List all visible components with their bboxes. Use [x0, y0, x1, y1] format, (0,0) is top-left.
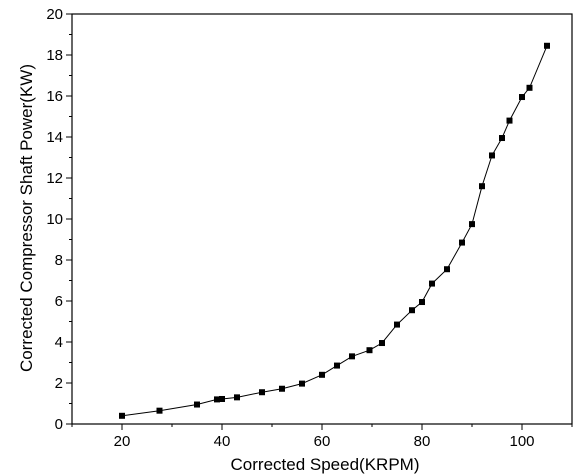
x-tick-label: 60 — [314, 433, 331, 450]
data-point — [349, 353, 355, 360]
data-point — [219, 395, 225, 402]
data-point — [526, 84, 533, 91]
data-point — [459, 239, 465, 246]
data-point — [506, 117, 513, 124]
data-point — [156, 407, 163, 414]
y-tick-label: 18 — [46, 47, 63, 64]
data-point — [409, 307, 415, 314]
y-tick-label: 0 — [55, 416, 63, 433]
x-tick-label: 20 — [114, 433, 131, 450]
data-point — [319, 371, 325, 378]
y-tick-label: 14 — [46, 129, 63, 146]
data-point — [519, 94, 525, 101]
series — [119, 42, 550, 419]
y-tick-label: 16 — [46, 88, 63, 105]
x-tick-label: 40 — [214, 433, 231, 450]
data-point — [194, 401, 200, 408]
y-tick-label: 4 — [55, 334, 63, 351]
data-point — [379, 340, 385, 347]
y-tick-label: 10 — [46, 211, 63, 228]
data-point — [259, 389, 265, 396]
axes: 20 40 60 80 100 0 2 4 6 8 10 12 14 16 18 20 — [46, 6, 573, 450]
plot-frame — [71, 13, 573, 425]
data-point — [334, 362, 340, 369]
data-point — [444, 266, 450, 273]
data-point — [544, 42, 550, 49]
data-point — [279, 385, 285, 392]
data-point — [119, 412, 125, 419]
data-point — [479, 183, 485, 190]
y-tick-label: 2 — [55, 375, 63, 392]
data-point — [489, 152, 495, 159]
y-tick-label: 20 — [46, 6, 63, 23]
y-tick-label: 8 — [55, 252, 63, 269]
data-point — [419, 299, 425, 306]
data-point — [299, 380, 305, 387]
x-tick-label: 100 — [509, 433, 534, 450]
series-line — [121, 45, 548, 417]
data-point — [234, 394, 240, 401]
y-tick-label: 6 — [55, 293, 63, 310]
data-point — [214, 396, 220, 403]
x-axis-title: Corrected Speed(KRPM) — [231, 455, 420, 474]
data-point — [499, 135, 505, 142]
data-point — [366, 347, 373, 354]
data-point — [469, 221, 475, 228]
y-tick-label: 12 — [46, 170, 63, 187]
data-point — [429, 280, 435, 287]
x-tick-label: 80 — [414, 433, 431, 450]
y-axis-title: Corrected Compressor Shaft Power(KW) — [17, 64, 36, 372]
data-point — [394, 321, 400, 328]
